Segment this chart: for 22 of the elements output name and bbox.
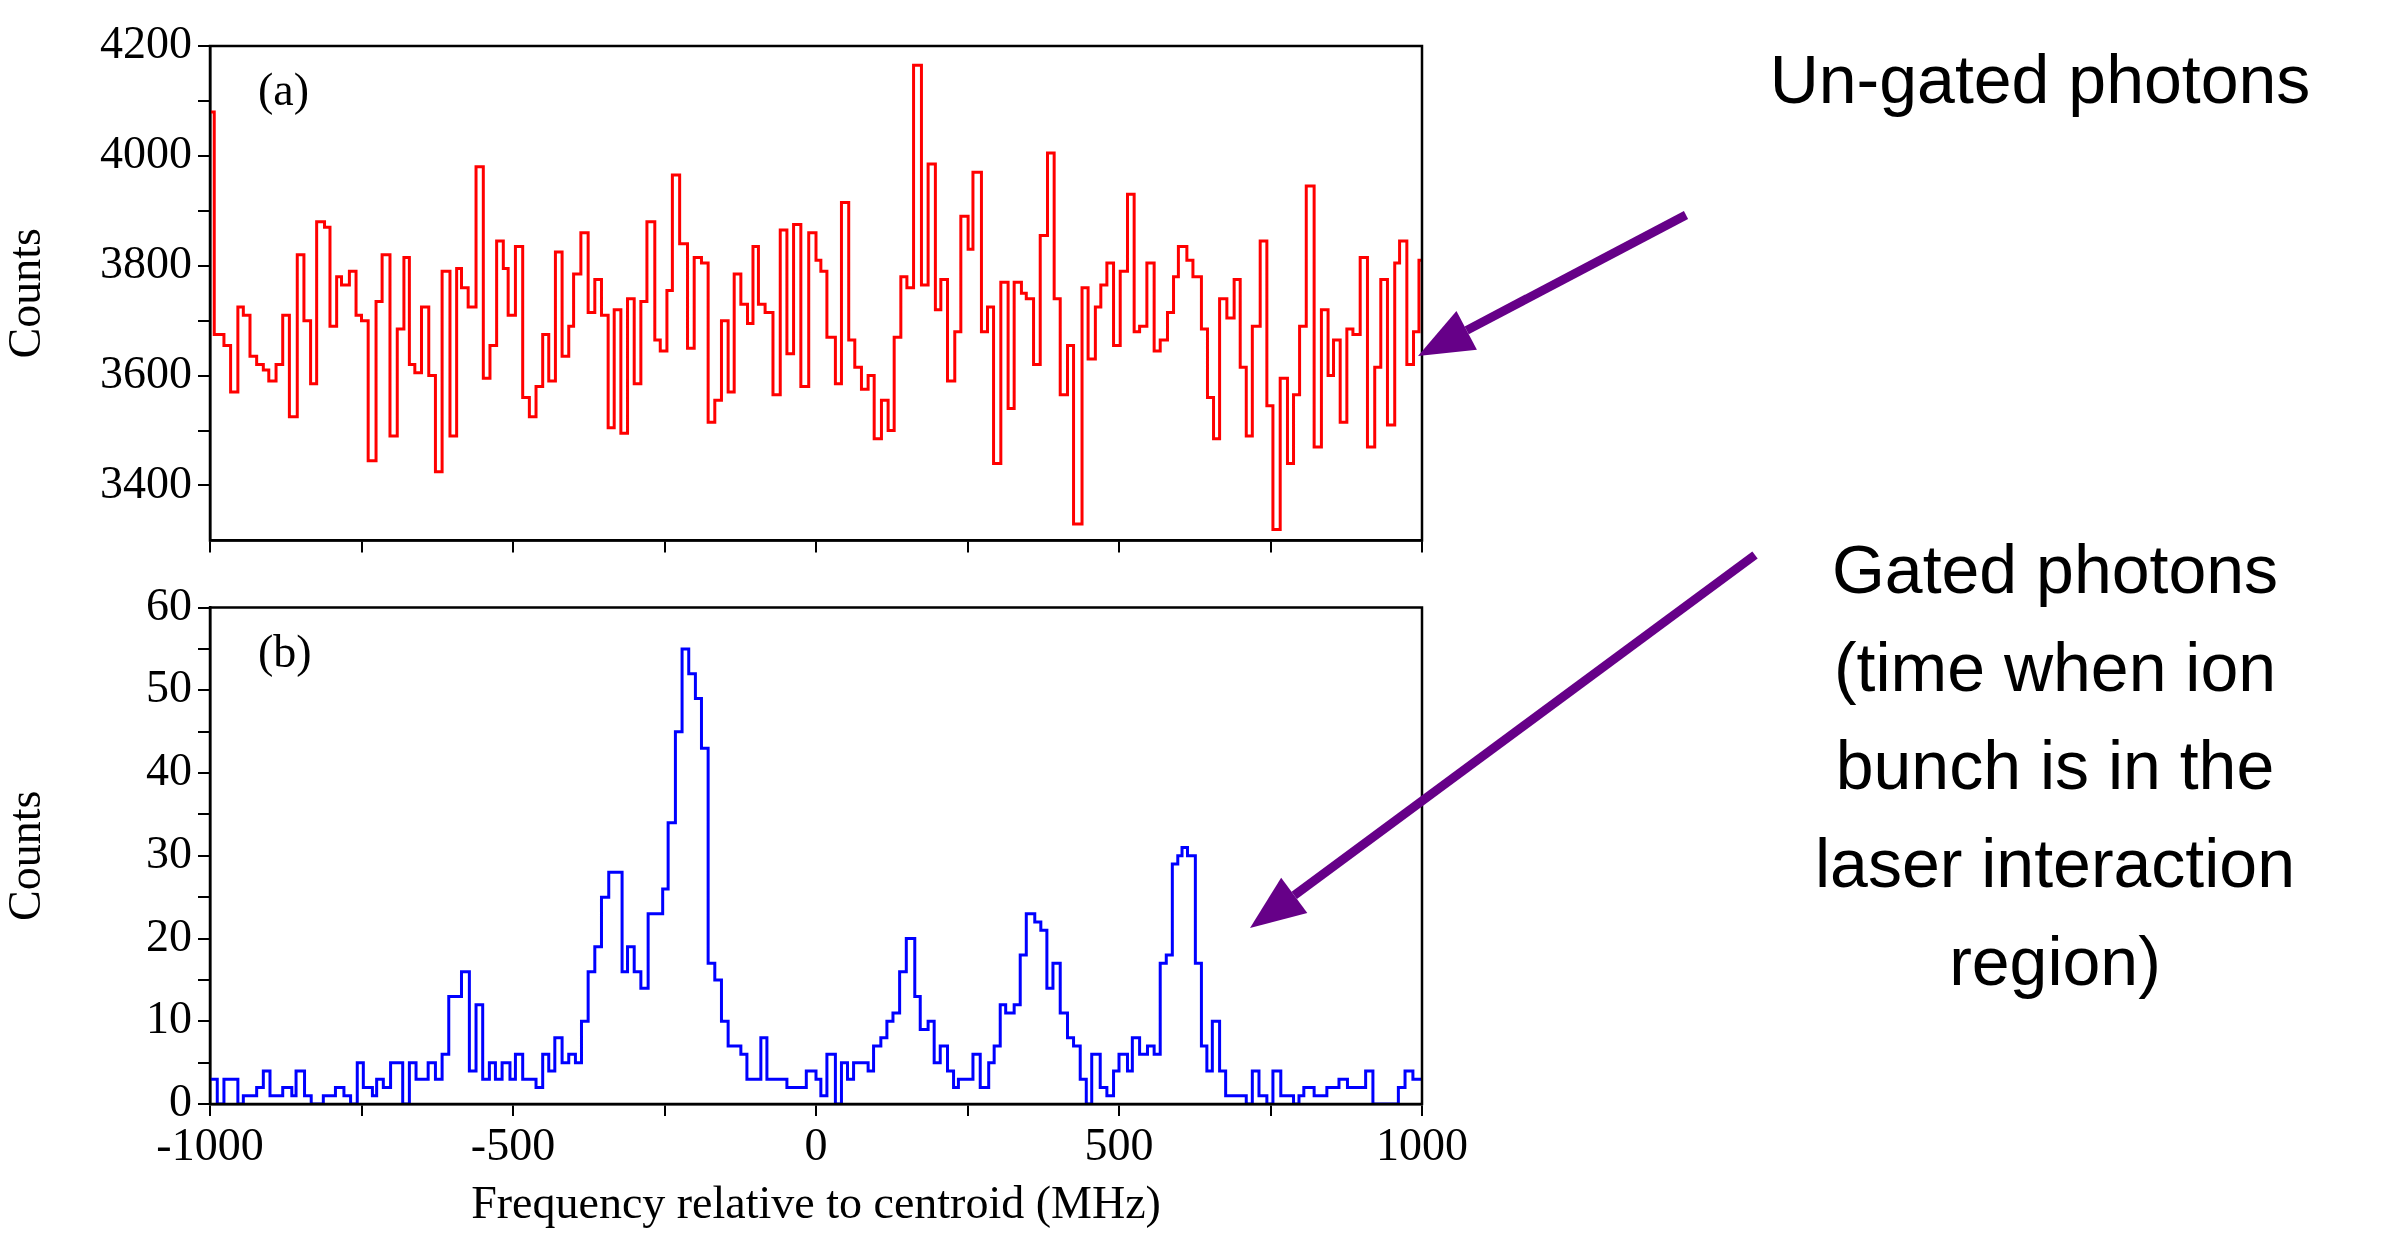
y-tick-label: 20 xyxy=(146,909,192,961)
y-tick-label: 10 xyxy=(146,992,192,1044)
y-tick-label: 3800 xyxy=(100,236,192,288)
annotation: (a) xyxy=(258,64,310,116)
x-tick-label: -500 xyxy=(470,1118,556,1170)
y-tick-label: 4200 xyxy=(100,17,192,69)
y-tick-label: 50 xyxy=(146,661,192,713)
y-axis-title: Counts xyxy=(0,790,50,921)
y-tick-label: 40 xyxy=(146,744,192,796)
y-tick-label: 3400 xyxy=(100,456,192,508)
y-tick-label: 3600 xyxy=(100,346,192,398)
text: Gated photons (time when ion bunch is in the laser interaction region) xyxy=(1814,530,2296,1001)
annotation: (b) xyxy=(258,625,312,677)
x-axis-title: Frequency relative to centroid (MHz) xyxy=(471,1177,1161,1229)
text: Un-gated photons xyxy=(1768,40,2312,119)
x-tick-label: 0 xyxy=(804,1118,828,1170)
x-tick-label: 500 xyxy=(1084,1118,1154,1170)
y-tick-label: 30 xyxy=(146,826,192,878)
x-tick-label: 1000 xyxy=(1376,1118,1468,1170)
y-tick-label: 4000 xyxy=(100,126,192,178)
y-tick-label: 60 xyxy=(146,578,192,630)
y-axis-title: Counts xyxy=(0,228,50,359)
